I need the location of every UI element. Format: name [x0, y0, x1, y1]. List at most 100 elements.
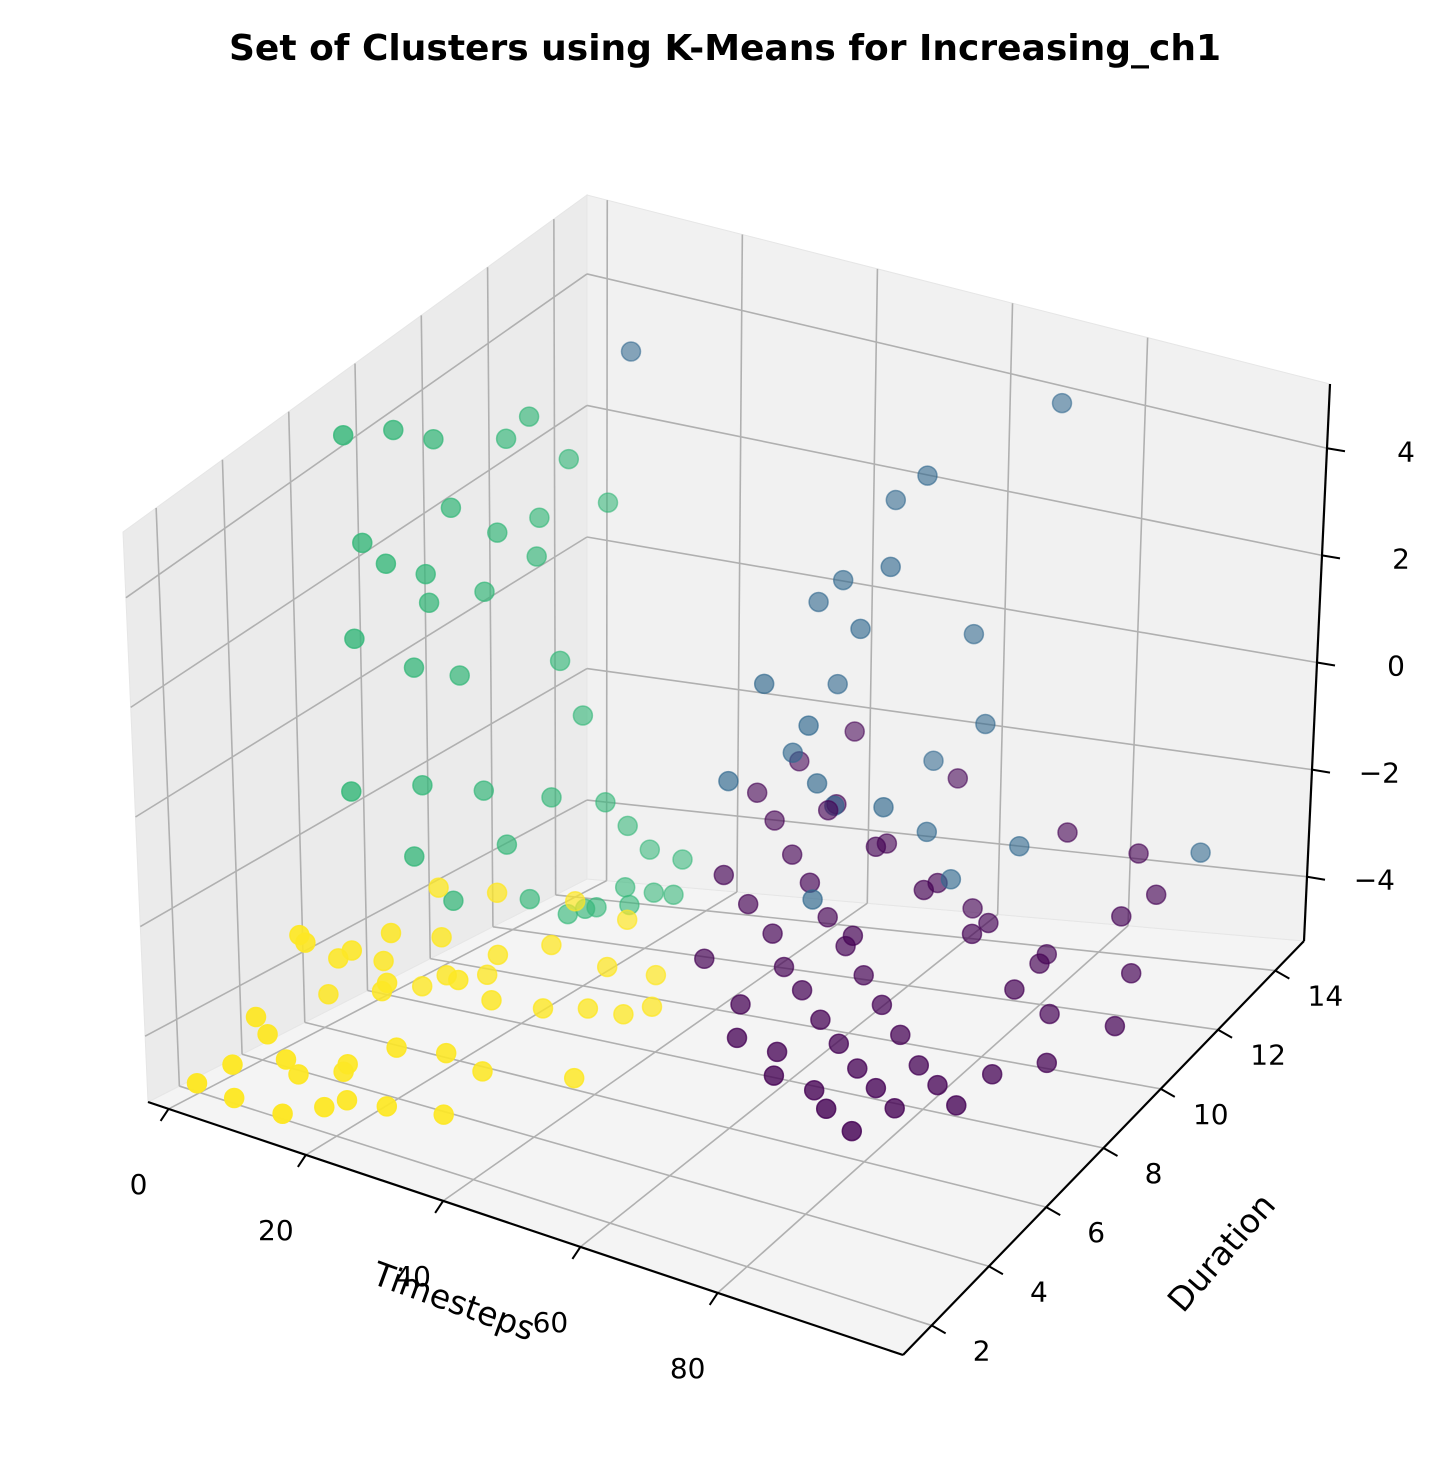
grid-line — [125, 273, 588, 599]
data-point — [1111, 906, 1132, 927]
chart-title: Set of Clusters using K-Means for Increa… — [228, 28, 1222, 69]
grid-line — [139, 667, 588, 928]
grid-line — [367, 989, 1104, 1149]
y-axis-label: Duration — [1160, 1186, 1283, 1320]
z-tick — [1316, 661, 1336, 667]
x-tick-label: 60 — [533, 1306, 569, 1339]
data-point — [272, 1103, 293, 1124]
data-point — [884, 1098, 905, 1119]
data-point — [186, 1072, 208, 1094]
x-tick — [297, 1154, 307, 1168]
data-point — [519, 888, 541, 910]
data-point — [762, 923, 783, 944]
data-point — [694, 948, 715, 970]
data-point — [376, 972, 398, 994]
data-point — [617, 815, 638, 837]
x-axis-line — [147, 1100, 904, 1357]
z-tick — [1321, 554, 1341, 560]
data-point — [718, 770, 739, 792]
data-point — [257, 1024, 278, 1045]
y-tick — [1103, 1147, 1118, 1157]
data-point — [810, 1009, 831, 1030]
x-tick — [708, 1292, 719, 1306]
data-point — [558, 448, 580, 470]
data-point — [940, 869, 962, 890]
grid-line — [241, 1053, 990, 1268]
y-tick-label: 14 — [1308, 980, 1344, 1013]
data-point — [337, 1053, 358, 1075]
data-point — [917, 465, 938, 486]
y-tick — [1045, 1206, 1061, 1217]
data-point — [496, 834, 518, 855]
data-point — [672, 849, 693, 870]
data-point — [1009, 835, 1030, 857]
z-tick-label: −4 — [1354, 864, 1395, 897]
data-point — [344, 628, 365, 650]
data-point — [532, 998, 554, 1019]
data-point — [865, 1077, 887, 1099]
data-point — [418, 592, 440, 614]
data-point — [449, 665, 470, 686]
data-point — [383, 419, 404, 441]
data-point — [1190, 842, 1211, 863]
grid-line — [586, 273, 1328, 450]
x-tick-label: 0 — [130, 1168, 148, 1201]
data-point — [975, 713, 996, 735]
data-point — [415, 563, 436, 585]
data-point — [518, 406, 540, 427]
y-tick-label: 2 — [973, 1334, 991, 1367]
data-point — [817, 799, 839, 821]
data-point — [763, 1065, 785, 1086]
data-point — [1128, 843, 1149, 864]
data-point — [487, 944, 509, 966]
data-point — [850, 618, 871, 640]
data-point — [487, 522, 508, 543]
data-point — [803, 1080, 825, 1101]
data-point — [275, 1049, 297, 1070]
data-point — [336, 1089, 358, 1111]
data-point — [645, 964, 667, 986]
data-point — [890, 1024, 911, 1046]
y-tick — [988, 1265, 1004, 1276]
y-tick-label: 4 — [1030, 1275, 1048, 1308]
data-point — [288, 1064, 309, 1085]
data-point — [380, 922, 402, 944]
data-point — [526, 546, 547, 567]
data-point — [245, 1006, 267, 1028]
z-tick — [1311, 768, 1331, 774]
data-point — [616, 909, 638, 930]
data-point — [885, 489, 907, 511]
data-point — [791, 979, 813, 1001]
data-points — [186, 341, 1211, 1142]
data-point — [827, 673, 848, 695]
data-point — [913, 879, 935, 901]
x-tick-label: 20 — [258, 1214, 294, 1247]
data-point — [597, 492, 619, 513]
data-point — [541, 787, 562, 808]
data-point — [332, 425, 354, 446]
z-tick-label: 0 — [1387, 650, 1405, 683]
x-tick-label: 80 — [670, 1352, 706, 1385]
data-point — [643, 882, 665, 903]
data-point — [223, 1087, 245, 1109]
data-point — [817, 907, 838, 928]
data-point — [815, 1098, 837, 1120]
data-point — [865, 836, 887, 858]
data-point — [981, 1064, 1003, 1085]
data-point — [472, 1061, 493, 1082]
data-point — [411, 975, 433, 997]
data-point — [473, 780, 495, 801]
data-point — [596, 956, 618, 978]
grid-line — [179, 1085, 932, 1327]
data-point — [613, 1004, 634, 1025]
data-point — [620, 341, 642, 362]
data-point — [753, 673, 775, 695]
z-tick — [1306, 875, 1326, 881]
z-tick-label: 2 — [1392, 542, 1410, 575]
data-point — [1004, 979, 1025, 1000]
data-point — [289, 924, 310, 946]
data-point — [1036, 1052, 1058, 1074]
grid-line — [586, 536, 1318, 664]
data-point — [318, 984, 339, 1005]
